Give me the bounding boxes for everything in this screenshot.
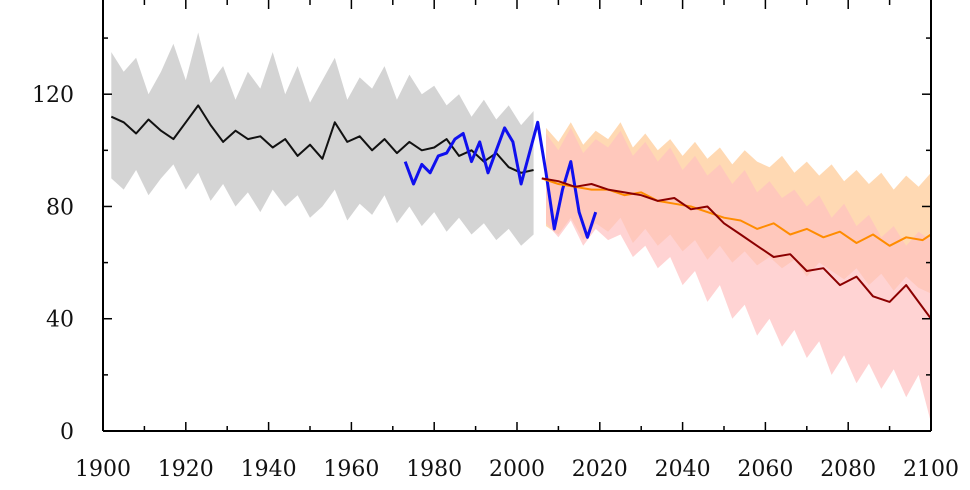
x-tick-label: 2020 (572, 457, 628, 482)
x-tick-label: 2100 (903, 457, 959, 482)
y-tick-label: 40 (46, 308, 74, 333)
x-tick-label: 1900 (75, 457, 131, 482)
x-tick-label: 1940 (241, 457, 297, 482)
historical-line (110, 104, 534, 174)
x-tick-label: 2060 (737, 457, 793, 482)
scenario-high-band (546, 127, 931, 423)
scenario-high-line (541, 177, 932, 320)
x-axis: 1900 1920 1940 1960 1980 2000 2020 2040 2060 2080… (75, 0, 959, 482)
y-tick-label: 120 (32, 83, 74, 108)
x-tick-label: 1980 (406, 457, 462, 482)
historical-band (111, 32, 534, 246)
series-lines (110, 104, 932, 320)
y-axis: 0 40 80 120 (32, 37, 931, 445)
x-tick-label: 2000 (489, 457, 545, 482)
y-tick-label: 80 (46, 195, 74, 220)
x-tick-label: 2040 (655, 457, 711, 482)
x-tick-label: 2080 (820, 457, 876, 482)
x-tick-label: 1960 (323, 457, 379, 482)
x-tick-label: 1920 (158, 457, 214, 482)
uncertainty-bands (111, 32, 931, 423)
y-tick-label: 0 (60, 420, 74, 445)
